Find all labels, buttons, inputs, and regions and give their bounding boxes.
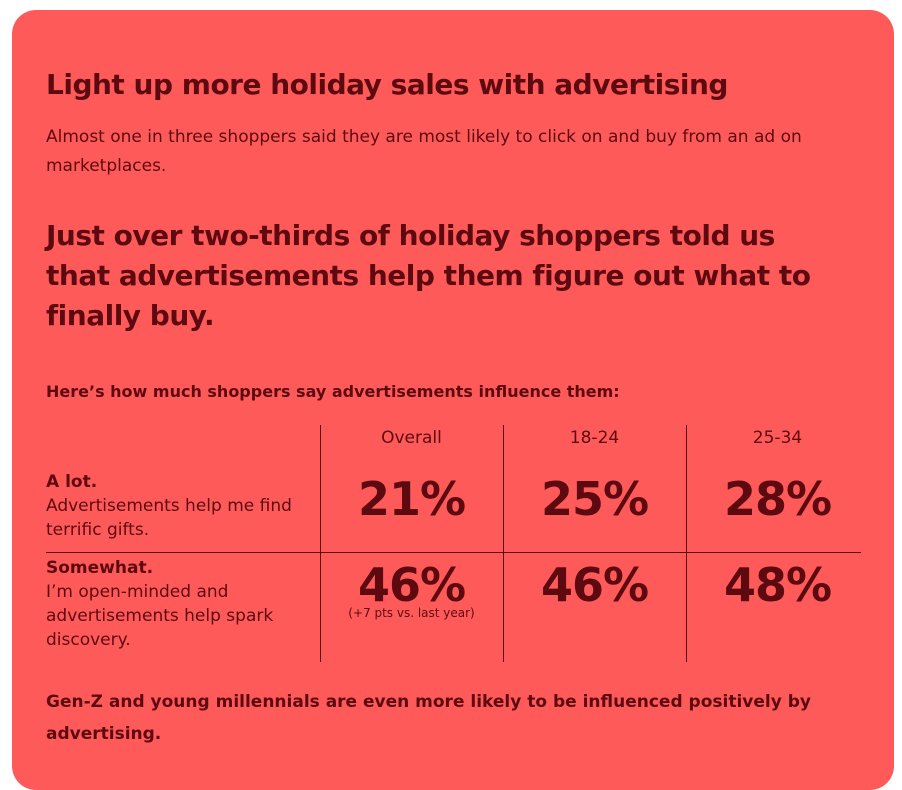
column-header: Overall [381, 428, 442, 448]
percentage: 28% [723, 472, 832, 526]
table-caption: Here’s how much shoppers say advertiseme… [46, 382, 620, 401]
headline: Just over two-thirds of holiday shoppers… [46, 219, 811, 332]
percentage: 48% [723, 558, 832, 612]
column-divider [320, 425, 321, 662]
column-header: 18-24 [569, 428, 620, 448]
percentage: 46% [540, 558, 649, 612]
row-label-title: Somewhat. [46, 558, 154, 578]
subtitle: Almost one in three shoppers said they a… [46, 127, 802, 176]
footer: Gen-Z and young millennials are even mor… [46, 692, 811, 744]
row-divider [46, 552, 861, 553]
cell-note: (+7 pts vs. last year) [348, 606, 475, 620]
row-label-description: I’m open-minded and advertisements help … [46, 582, 274, 650]
title: Light up more holiday sales with adverti… [46, 68, 728, 101]
row-label: Somewhat. I’m open-minded and advertiseme… [46, 556, 296, 652]
percentage: 46% [357, 558, 466, 612]
card: Light up more holiday sales with adverti… [12, 10, 894, 790]
column-divider [503, 425, 504, 662]
row-label-title: A lot. [46, 472, 98, 492]
percentage: 21% [357, 472, 466, 526]
row-label: A lot. Advertisements help me find terrif… [46, 470, 296, 542]
column-header: 25-34 [752, 428, 803, 448]
row-label-description: Advertisements help me find terrific gif… [46, 496, 292, 540]
column-divider [686, 425, 687, 662]
page: Light up more holiday sales with adverti… [12, 10, 894, 790]
percentage: 25% [540, 472, 649, 526]
